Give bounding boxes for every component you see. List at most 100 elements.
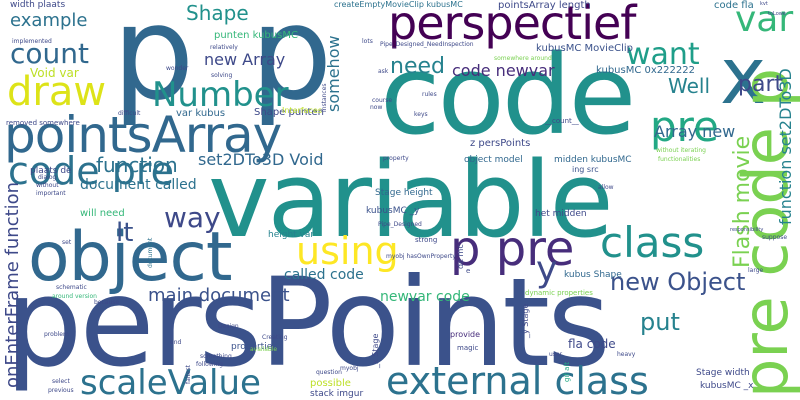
word-width-plaats: width plaats bbox=[10, 0, 66, 10]
word-kvt: kvt bbox=[760, 1, 768, 7]
word-example: example bbox=[10, 10, 88, 31]
word-z-perspoints: z persPoints bbox=[470, 138, 531, 149]
word-previous: previous bbox=[48, 387, 74, 394]
word-code-pre: code pre bbox=[8, 149, 175, 193]
word-function: function bbox=[96, 153, 178, 177]
word-wonder: wonder bbox=[166, 65, 189, 72]
word-count-underscored: __count__ bbox=[545, 117, 579, 125]
word-x: x bbox=[720, 32, 767, 122]
word-newvar-code: newvar code bbox=[380, 289, 470, 305]
word-question: question bbox=[316, 369, 342, 376]
word-createemptymovieclip-kubusmc: createEmptyMovieClip kubusMC bbox=[334, 0, 463, 9]
word-myobj: myobj bbox=[340, 365, 359, 372]
word-plaats-de: plaats de bbox=[30, 166, 72, 176]
word-draw: draw bbox=[7, 69, 107, 115]
word-x-stage: _x Stage bbox=[371, 333, 380, 368]
word-onenterframe-function: onEnterFrame function bbox=[2, 181, 23, 388]
word-pointsarray: pointsArray bbox=[4, 106, 282, 164]
word-flash-movie: Flash movie bbox=[730, 135, 755, 268]
word-document: document bbox=[147, 237, 154, 268]
word-kubusmc-movieclip: kubusMC MovieClip bbox=[536, 43, 633, 54]
word-e: e bbox=[466, 267, 471, 275]
word-following: following bbox=[196, 361, 223, 368]
word-rules: rules bbox=[422, 91, 437, 98]
word-stage-height: Stage height bbox=[375, 188, 433, 198]
word-var: var bbox=[735, 0, 794, 40]
word-using: using bbox=[296, 229, 399, 273]
word-keys: keys bbox=[414, 111, 428, 118]
word-pre: pre bbox=[650, 102, 719, 151]
word-user: user bbox=[549, 351, 563, 358]
word-pointsarray-length: pointsArray length bbox=[498, 0, 591, 11]
word-will-need: will need bbox=[80, 208, 125, 219]
word-allow: allow bbox=[598, 184, 614, 191]
word-p-pre: p pre bbox=[450, 221, 575, 277]
word-ing-src: ing src bbox=[572, 165, 599, 174]
word-kubusmc-y: kubusMC _y bbox=[366, 206, 420, 216]
word-design: Design bbox=[218, 323, 239, 330]
word-perspectief: perspectief bbox=[388, 0, 636, 50]
word-dynamic-properties: dynamic properties bbox=[525, 289, 593, 297]
word-available: available bbox=[250, 346, 278, 353]
word-myobj-hasownproperty: myobj hasOwnProperty bbox=[386, 253, 456, 260]
word-new-object: new Object bbox=[610, 268, 746, 296]
word-perspoints: persPoints bbox=[5, 252, 611, 394]
word-suppose: suppose bbox=[762, 234, 788, 241]
word-relatively: relatively bbox=[210, 44, 238, 51]
word-put: put bbox=[640, 308, 680, 336]
word-problem: problem bbox=[44, 331, 69, 338]
word-course: course bbox=[372, 97, 393, 104]
word-kubusmc-0x222222: kubusMC 0x222222 bbox=[596, 65, 695, 76]
word-pipe-designed: Pipe_Designed bbox=[378, 221, 422, 228]
word-removed-somewhere: removed somewhere bbox=[6, 119, 80, 127]
word-stack-imgur: stack imgur bbox=[310, 389, 364, 399]
word-shape: Shape bbox=[186, 1, 249, 25]
word-instances: instances bbox=[321, 83, 328, 112]
word-provide: provide bbox=[450, 330, 481, 339]
word-class: class bbox=[600, 218, 705, 267]
word-way: way bbox=[164, 201, 221, 234]
word-property: property bbox=[383, 155, 409, 162]
word-het-midden: het midden bbox=[535, 209, 587, 219]
word-part: part bbox=[738, 72, 784, 97]
word-heavy: heavy bbox=[617, 351, 636, 358]
word-magic: magic bbox=[457, 344, 479, 352]
word-tolowe: toLowe bbox=[768, 11, 786, 17]
word-end: end bbox=[170, 339, 182, 346]
word-y: y bbox=[536, 249, 558, 290]
word-well: Well bbox=[668, 74, 711, 98]
word-ask: ask bbox=[378, 68, 389, 75]
word-responsibility: responsibility bbox=[730, 227, 764, 233]
word-lots: lots bbox=[362, 38, 373, 45]
word-p-right: p bbox=[250, 0, 333, 129]
word-number: Number bbox=[152, 75, 289, 115]
word-somehow: somehow bbox=[324, 35, 343, 112]
word-code-fla: code fla bbox=[714, 0, 754, 11]
word-dialog: dialog bbox=[38, 174, 57, 181]
word-difficult: difficult bbox=[118, 110, 141, 117]
word-around-version: around version bbox=[52, 293, 97, 300]
word-variable: variable bbox=[208, 139, 614, 261]
word-external-class: external class bbox=[386, 359, 649, 400]
word-height-var: height var bbox=[268, 230, 315, 240]
word-object-model: object model bbox=[464, 155, 523, 165]
word-select: select bbox=[52, 378, 70, 385]
word-kubusmc-x: kubusMC _x bbox=[700, 381, 754, 391]
word-midden-kubusmc: midden kubusMC bbox=[554, 155, 632, 165]
word-something: something bbox=[200, 353, 232, 360]
word-code: code bbox=[380, 31, 636, 159]
word-properties: properties bbox=[231, 342, 277, 352]
word-creating: Creating bbox=[262, 334, 288, 341]
word-p-left: p bbox=[112, 0, 195, 129]
word-function-set2dto3d: function set2DTo3D bbox=[776, 68, 795, 225]
word-punten-kubusmc: punten kubusMC bbox=[214, 30, 298, 41]
word-without: without bbox=[36, 182, 59, 189]
word-because: because bbox=[94, 299, 120, 306]
word-without-iterating: without iterating bbox=[656, 147, 706, 154]
word-kubus-shape: kubus Shape bbox=[564, 270, 622, 280]
word-shape-punten: Shape punten bbox=[254, 107, 324, 118]
word-y-stage: _y Stage bbox=[521, 303, 530, 338]
word-important: important bbox=[36, 190, 66, 197]
word-possible: possible bbox=[310, 378, 351, 389]
